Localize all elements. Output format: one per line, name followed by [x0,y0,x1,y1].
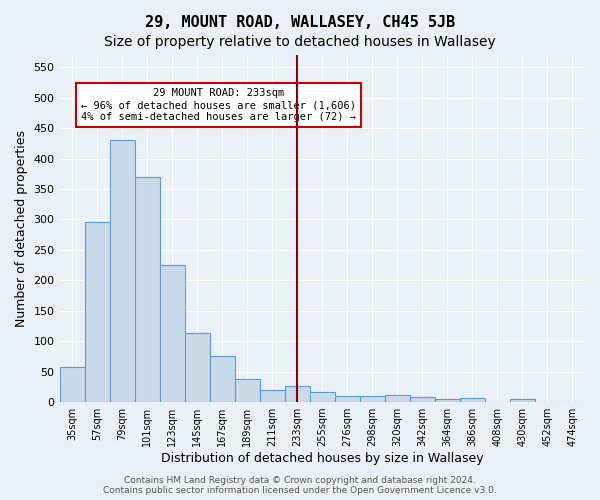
Bar [460,398,485,402]
Text: 29 MOUNT ROAD: 233sqm
← 96% of detached houses are smaller (1,606)
4% of semi-de: 29 MOUNT ROAD: 233sqm ← 96% of detached … [81,88,356,122]
Bar [435,399,460,402]
Bar [160,265,185,402]
X-axis label: Distribution of detached houses by size in Wallasey: Distribution of detached houses by size … [161,452,484,465]
Bar [59,368,85,402]
Bar [85,222,110,402]
Bar [209,356,235,402]
Bar [235,379,260,402]
Text: 29, MOUNT ROAD, WALLASEY, CH45 5JB: 29, MOUNT ROAD, WALLASEY, CH45 5JB [145,15,455,30]
Bar [410,397,435,402]
Text: Size of property relative to detached houses in Wallasey: Size of property relative to detached ho… [104,35,496,49]
Text: Contains HM Land Registry data © Crown copyright and database right 2024.
Contai: Contains HM Land Registry data © Crown c… [103,476,497,495]
Bar [510,399,535,402]
Bar [335,396,360,402]
Bar [185,334,209,402]
Y-axis label: Number of detached properties: Number of detached properties [15,130,28,327]
Bar [260,390,285,402]
Bar [134,177,160,402]
Bar [110,140,134,402]
Bar [385,395,410,402]
Bar [285,386,310,402]
Bar [310,392,335,402]
Bar [360,396,385,402]
